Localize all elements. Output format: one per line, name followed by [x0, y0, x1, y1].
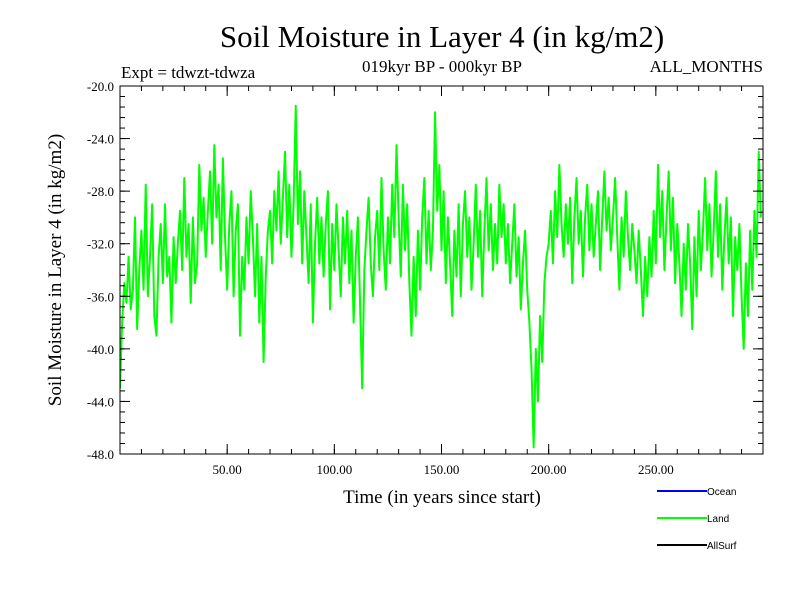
y-tick-label: -20.0: [87, 79, 114, 94]
period-label: 019kyr BP - 000kyr BP: [362, 57, 522, 76]
x-tick-label: 50.00: [213, 462, 242, 477]
y-tick-label: -32.0: [87, 237, 114, 252]
x-tick-label: 250.00: [638, 462, 674, 477]
y-tick-label: -24.0: [87, 132, 114, 147]
y-tick-label: -40.0: [87, 342, 114, 357]
x-tick-label: 150.00: [424, 462, 460, 477]
legend: Ocean Land AllSurf: [657, 487, 737, 552]
legend-label-allsurf: AllSurf: [707, 541, 737, 552]
legend-label-ocean: Ocean: [707, 487, 736, 498]
experiment-label: Expt = tdwzt-tdwza: [121, 63, 256, 82]
chart-title: Soil Moisture in Layer 4 (in kg/m2): [220, 19, 664, 54]
x-tick-label: 100.00: [316, 462, 352, 477]
y-tick-label: -44.0: [87, 394, 114, 409]
x-axis-label: Time (in years since start): [343, 487, 541, 508]
y-tick-label: -28.0: [87, 184, 114, 199]
y-axis-label: Soil Moisture in Layer 4 (in kg/m2): [45, 134, 66, 406]
y-tick-label: -36.0: [87, 289, 114, 304]
series-line-land: [120, 104, 762, 449]
months-label: ALL_MONTHS: [650, 57, 763, 76]
x-tick-label: 200.00: [531, 462, 567, 477]
plot-frame: [119, 85, 764, 455]
legend-label-land: Land: [707, 514, 729, 525]
series-layer: [120, 104, 762, 449]
ticks-layer: -20.0 -24.0 -28.0 -32.0 -36.0 -40.0 -44.0 -48.0…: [87, 79, 763, 477]
y-tick-label: -48.0: [87, 447, 114, 462]
